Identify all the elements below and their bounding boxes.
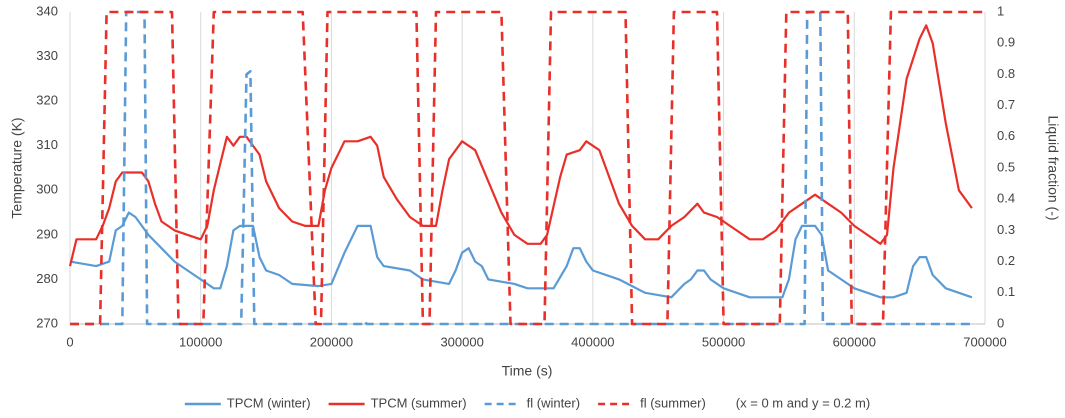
x-axis-title: Time (s) (502, 363, 553, 379)
y-tick-label: 300 (36, 182, 58, 197)
y2-tick-label: 0.3 (997, 222, 1015, 237)
x-tick-label: 0 (66, 334, 73, 349)
x-tick-label: 300000 (440, 334, 483, 349)
y-axis-title: Temperature (K) (9, 117, 25, 218)
x-tick-label: 600000 (833, 334, 876, 349)
y-tick-label: 270 (36, 315, 58, 330)
legend-label: TPCM (winter) (227, 395, 311, 410)
x-tick-label: 200000 (310, 334, 353, 349)
x-tick-label: 100000 (179, 334, 222, 349)
y-tick-label: 330 (36, 48, 58, 63)
x-tick-label: 500000 (702, 334, 745, 349)
legend-label: fl (winter) (527, 395, 580, 410)
y2-tick-label: 0.9 (997, 35, 1015, 50)
y2-tick-label: 1 (997, 3, 1004, 18)
y2-tick-label: 0.2 (997, 253, 1015, 268)
x-tick-label: 400000 (571, 334, 614, 349)
y-tick-label: 280 (36, 271, 58, 286)
y-tick-label: 290 (36, 226, 58, 241)
y2-tick-label: 0.5 (997, 159, 1015, 174)
y2-tick-label: 0.8 (997, 66, 1015, 81)
y2-axis-title: Liquid fraction (-) (1045, 115, 1061, 220)
y2-tick-label: 0.7 (997, 97, 1015, 112)
y2-tick-label: 0 (997, 315, 1004, 330)
y-tick-label: 340 (36, 3, 58, 18)
y2-tick-label: 0.6 (997, 128, 1015, 143)
series-line (70, 10, 985, 326)
x-tick-label: 700000 (963, 334, 1006, 349)
y2-tick-label: 0.4 (997, 191, 1015, 206)
legend-label: fl (summer) (640, 395, 706, 410)
y-tick-label: 320 (36, 93, 58, 108)
y2-tick-label: 0.1 (997, 284, 1015, 299)
series-line (68, 24, 973, 267)
series-line (69, 211, 973, 299)
legend-label: TPCM (summer) (371, 395, 467, 410)
y-tick-label: 310 (36, 137, 58, 152)
annotation: (x = 0 m and y = 0.2 m) (736, 395, 870, 410)
